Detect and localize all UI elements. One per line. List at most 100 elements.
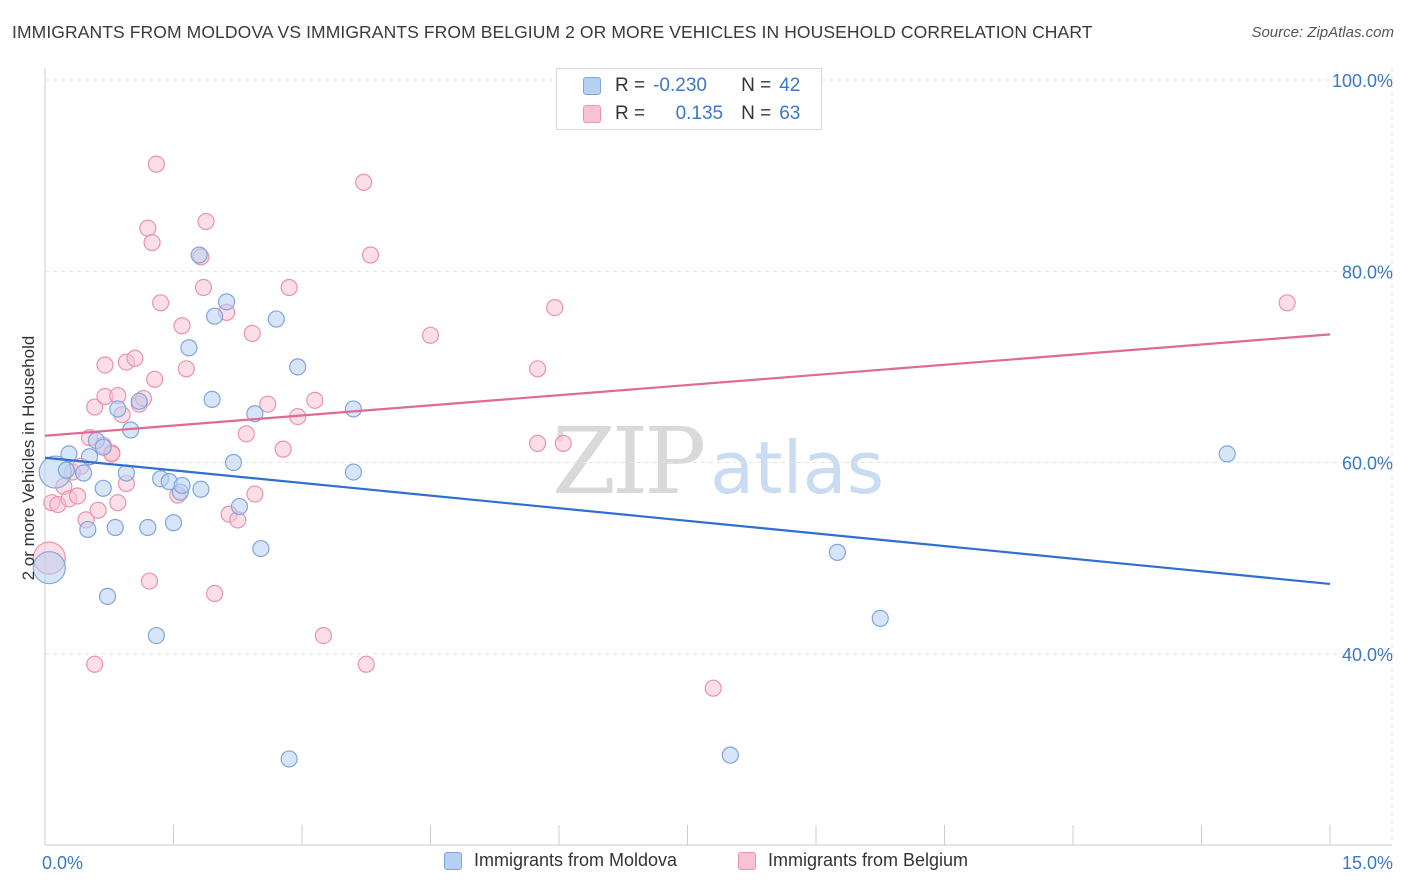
belgium-point: [173, 317, 191, 335]
moldova-point: [94, 438, 112, 456]
belgium-point: [528, 360, 547, 378]
trend-lines: [44, 333, 1331, 586]
y-tick-label: 60.0%: [1342, 454, 1393, 474]
x-tick-label-min: 0.0%: [42, 853, 83, 873]
moldova-point: [106, 518, 124, 537]
belgium-swatch: [583, 105, 601, 123]
y-axis-title: 2 or more Vehicles in Household: [19, 336, 38, 581]
belgium-point: [306, 391, 324, 409]
y-tick-label: 40.0%: [1342, 645, 1393, 665]
y-tick-label: 80.0%: [1342, 262, 1393, 282]
moldova-point: [230, 497, 249, 516]
moldova-point: [721, 746, 739, 764]
belgium-point: [146, 370, 164, 388]
belgium-point: [546, 298, 564, 317]
moldova-r-label: R =: [615, 75, 646, 96]
legend-item-belgium[interactable]: Immigrants from Belgium: [738, 850, 968, 871]
legend-swatch-belgium: [738, 851, 756, 870]
moldova-point: [98, 587, 117, 605]
belgium-point: [147, 155, 165, 173]
belgium-n-label: N =: [741, 103, 772, 124]
moldova-point: [57, 461, 76, 479]
moldova-point: [139, 518, 157, 537]
moldova-points: [32, 246, 1236, 768]
belgium-point: [197, 212, 215, 231]
belgium-point: [528, 434, 547, 452]
belgium-point: [126, 349, 144, 367]
moldova-point: [344, 400, 362, 418]
belgium-r-value: 0.135: [675, 103, 724, 124]
belgium-point: [86, 398, 104, 416]
source-credit: Source: ZipAtlas.com: [1251, 24, 1394, 41]
belgium-point: [152, 294, 170, 312]
moldova-point: [280, 750, 298, 768]
moldova-point: [173, 476, 191, 495]
moldova-point: [94, 479, 112, 497]
moldova-point: [218, 293, 236, 311]
belgium-point: [109, 494, 127, 512]
belgium-r-label: R =: [615, 103, 646, 124]
moldova-trend-line: [44, 456, 1331, 586]
moldova-point: [79, 520, 97, 539]
moldova-point: [344, 463, 362, 481]
stats-row-moldova: R = -0.230 N = 42: [583, 73, 800, 99]
belgium-point: [143, 233, 161, 252]
chart-title: IMMIGRANTS FROM MOLDOVA VS IMMIGRANTS FR…: [12, 22, 1093, 42]
belgium-point: [280, 278, 298, 297]
y-tick-label: 100.0%: [1332, 71, 1393, 91]
axes: [44, 68, 1392, 846]
belgium-point: [194, 278, 213, 297]
belgium-point: [1278, 294, 1296, 312]
belgium-point: [355, 173, 373, 191]
legend-label-moldova: Immigrants from Moldova: [474, 850, 678, 870]
moldova-point: [1218, 445, 1236, 463]
stats-legend: R = -0.230 N = 42 R = 0.135 N = 63: [556, 68, 822, 130]
belgium-point: [96, 356, 114, 374]
moldova-n-value: 42: [779, 75, 801, 96]
belgium-trend-line: [44, 333, 1331, 437]
legend-item-moldova[interactable]: Immigrants from Moldova: [444, 850, 677, 871]
belgium-point: [357, 655, 375, 673]
moldova-n-label: N =: [741, 75, 772, 96]
x-tick-label-max: 15.0%: [1342, 853, 1393, 873]
belgium-point: [206, 584, 224, 603]
moldova-point: [130, 392, 148, 410]
belgium-point: [246, 485, 264, 503]
belgium-point: [259, 395, 277, 413]
moldova-swatch: [583, 77, 601, 95]
legend-label-belgium: Immigrants from Belgium: [768, 850, 969, 870]
belgium-point: [140, 572, 159, 590]
moldova-point: [109, 400, 127, 418]
moldova-point: [289, 358, 307, 376]
belgium-points: [32, 155, 1296, 697]
belgium-point: [314, 626, 333, 645]
moldova-point: [180, 339, 198, 357]
belgium-point: [68, 487, 87, 505]
moldova-point: [267, 310, 285, 328]
belgium-point: [554, 434, 572, 452]
moldova-point: [32, 551, 66, 585]
belgium-n-value: 63: [779, 103, 801, 124]
moldova-point: [147, 626, 165, 645]
belgium-point: [177, 360, 195, 378]
moldova-point: [224, 453, 243, 472]
belgium-point: [243, 324, 261, 343]
legend-swatch-moldova: [444, 851, 462, 870]
bottom-legend: Immigrants from Moldova Immigrants from …: [0, 850, 1406, 880]
belgium-point: [421, 326, 440, 344]
moldova-point: [164, 514, 183, 532]
moldova-point: [117, 464, 135, 482]
belgium-point: [139, 219, 157, 237]
gridlines: [45, 68, 1393, 845]
belgium-point: [86, 655, 104, 673]
moldova-point: [246, 405, 264, 423]
moldova-point: [252, 539, 270, 558]
belgium-point: [704, 679, 722, 697]
belgium-point: [237, 425, 255, 443]
moldova-point: [190, 246, 208, 264]
moldova-r-value: -0.230: [653, 75, 707, 96]
stats-row-belgium: R = 0.135 N = 63: [583, 101, 800, 127]
axis-labels: 40.0% 60.0% 80.0% 100.0% 0.0% 15.0% 2 or more …: [19, 71, 1393, 873]
moldova-point: [828, 543, 847, 561]
